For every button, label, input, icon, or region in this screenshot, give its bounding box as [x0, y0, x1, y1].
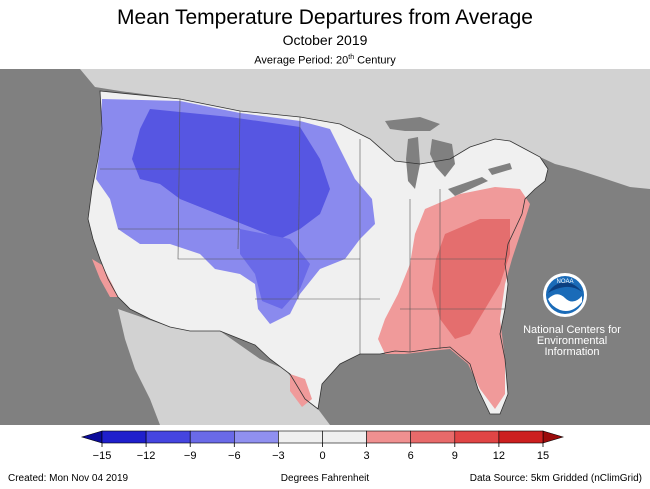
legend-tick-label: 3 [364, 450, 370, 462]
legend-swatch [366, 430, 412, 444]
mexico-landmass [118, 309, 330, 425]
legend-tick-label: 6 [408, 450, 414, 462]
legend-swatch [498, 430, 544, 444]
legend-units: Degrees Fahrenheit [280, 473, 370, 484]
legend-arrow-low [80, 430, 103, 444]
legend-tick-label: −12 [137, 450, 156, 462]
us-outline [87, 90, 549, 415]
canada-landmass [80, 69, 650, 189]
legend-swatch [234, 430, 279, 444]
legend-tick-label: −6 [228, 450, 241, 462]
legend-tick-label: 12 [493, 450, 505, 462]
cold-anomaly-core [132, 109, 330, 239]
legend-swatch [145, 430, 191, 444]
legend-swatch [278, 430, 323, 444]
svg-text:NOAA: NOAA [556, 279, 573, 285]
legend-swatch [189, 430, 235, 444]
legend-tick-label: −15 [93, 450, 112, 462]
legend-tick-label: 0 [319, 450, 325, 462]
cold-anomaly-core-south [240, 229, 310, 309]
lake-huron [430, 139, 455, 177]
map-title: Mean Temperature Departures from Average [117, 6, 533, 29]
lake-erie [448, 177, 488, 196]
color-legend: −15 −12 −9 −6 −3 0 3 6 9 12 15 [80, 430, 565, 462]
average-period: Average Period: 20th Century [254, 54, 396, 67]
legend-swatch [410, 430, 456, 444]
legend-tick-label: −9 [184, 450, 197, 462]
legend-swatch [454, 430, 500, 444]
legend-tick-label: −3 [272, 450, 285, 462]
data-source: Data Source: 5km Gridded (nClimGrid) [469, 473, 642, 484]
created-date: Created: Mon Nov 04 2019 [8, 473, 129, 484]
noaa-logo: NOAA [543, 273, 587, 317]
agency-name: National Centers for Environmental Infor… [523, 324, 621, 358]
lake-superior [385, 117, 440, 131]
legend-arrow-high [542, 430, 565, 444]
state-borders [100, 98, 505, 354]
legend-tick-label: 9 [452, 450, 458, 462]
warm-anomaly-texas [290, 374, 312, 407]
map-subtitle: October 2019 [282, 32, 368, 48]
legend-swatch [101, 430, 147, 444]
warm-anomaly-california [92, 259, 118, 297]
temperature-departure-map [0, 69, 650, 425]
legend-swatch [322, 430, 367, 444]
legend-tick-label: 15 [537, 450, 549, 462]
lake-ontario [488, 163, 512, 175]
